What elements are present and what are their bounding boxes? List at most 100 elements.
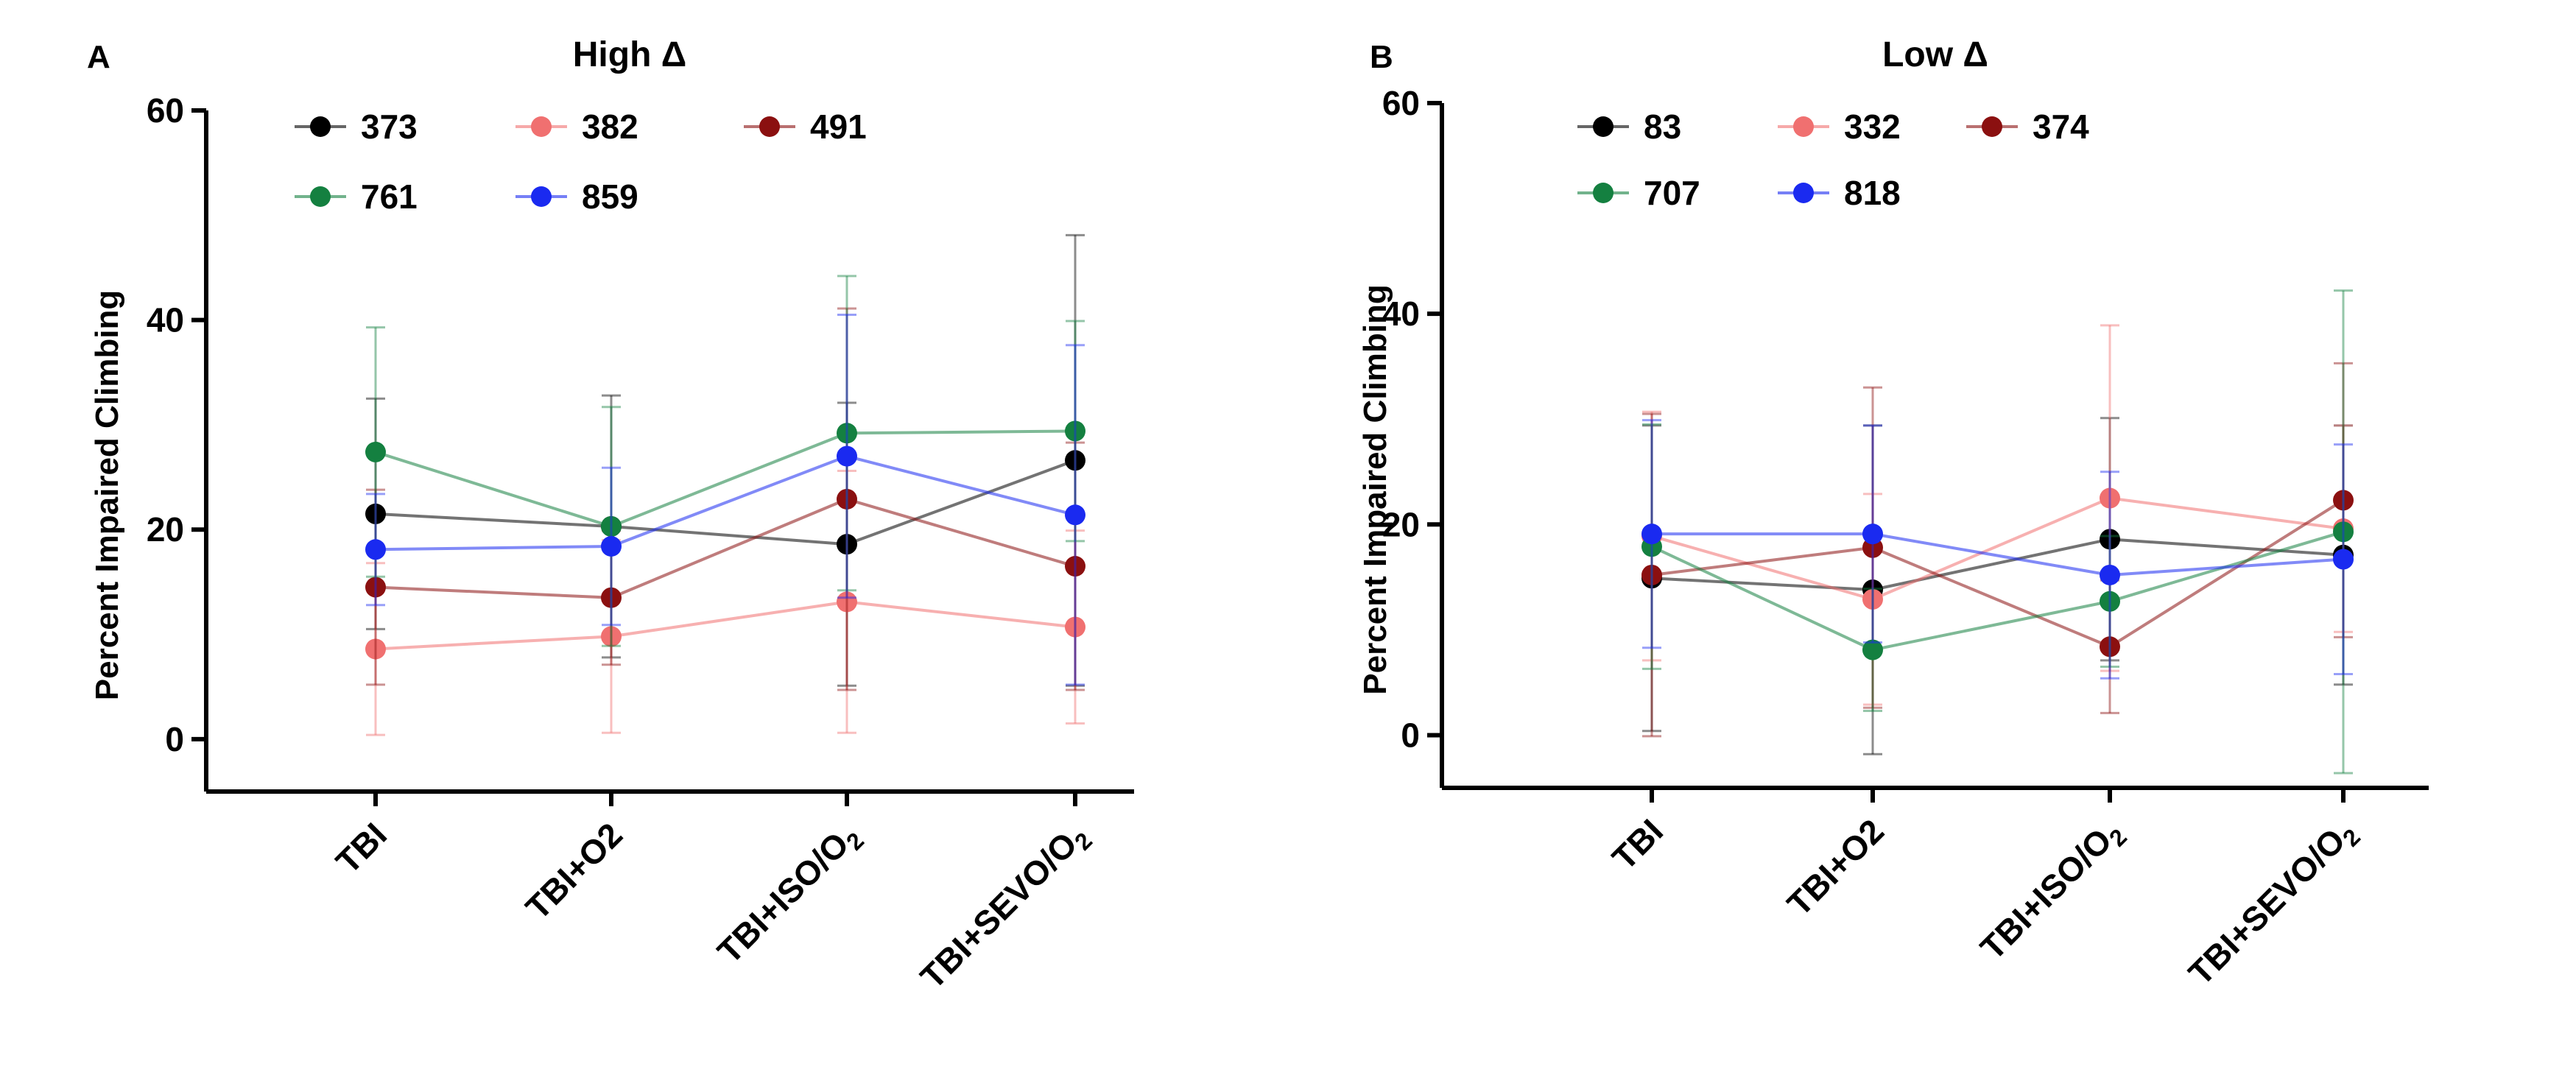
legend: 373 382 491 761 859 [295, 108, 867, 216]
legend-label: 374 [2033, 108, 2089, 146]
legend-item-761[interactable]: 761 [295, 177, 418, 216]
series-line [375, 497, 1076, 599]
legend-item-491[interactable]: 491 [744, 108, 867, 146]
x-tick-label: TBI+ISO/O2 [1973, 811, 2132, 970]
series-374 [1641, 362, 2354, 738]
data-point [1862, 639, 1883, 660]
legend-marker [759, 116, 780, 137]
legend-item-332[interactable]: 332 [1778, 108, 1901, 146]
legend-label: 491 [810, 108, 867, 146]
legend-marker [310, 186, 331, 207]
data-point [1065, 616, 1085, 638]
legend-item-373[interactable]: 373 [295, 108, 418, 146]
x-tick-label: TBI+SEVO/O2 [913, 815, 1097, 999]
chart-title: Low Δ [1882, 35, 1988, 74]
data-point [365, 539, 386, 560]
data-point [1065, 450, 1085, 471]
x-tick-label: TBI+ISO/O2 [710, 815, 869, 974]
legend-item-859[interactable]: 859 [515, 177, 638, 216]
data-point [365, 503, 386, 524]
data-point [2100, 529, 2120, 550]
y-tick-label: 40 [1382, 295, 1420, 333]
data-point [2333, 521, 2354, 543]
legend-marker [1982, 116, 2002, 137]
legend-label: 373 [361, 108, 418, 146]
series-382 [365, 470, 1085, 736]
series-491 [365, 307, 1085, 691]
series-line [1651, 496, 2344, 602]
x-tick-label: TBI [1605, 811, 1670, 877]
legend-marker [1593, 116, 1613, 137]
data-point [2333, 490, 2354, 511]
data-point [365, 638, 386, 660]
y-tick-label: 60 [1382, 84, 1420, 122]
data-point [2333, 549, 2354, 570]
series-line [375, 600, 1076, 651]
legend-item-83[interactable]: 83 [1577, 108, 1681, 146]
panel-letter: B [1370, 39, 1393, 75]
data-point [2100, 487, 2120, 509]
series-line [375, 459, 1076, 546]
data-point [837, 534, 857, 555]
data-point [1641, 564, 1662, 585]
data-point [1641, 524, 1662, 545]
legend-item-707[interactable]: 707 [1577, 174, 1700, 212]
panel-letter: A [87, 39, 110, 75]
legend-label: 859 [582, 177, 638, 216]
series-818 [1641, 419, 2354, 680]
series-line [1651, 538, 2344, 592]
legend-item-374[interactable]: 374 [1966, 108, 2089, 146]
x-tick-label: TBI+O2 [1780, 811, 1892, 923]
legend-marker [1593, 183, 1613, 203]
data-point [601, 626, 622, 647]
data-point [2100, 591, 2120, 612]
legend-item-382[interactable]: 382 [515, 108, 638, 146]
y-tick-label: 0 [1401, 716, 1420, 754]
series-332 [1641, 324, 2354, 706]
y-tick-label: 0 [165, 720, 184, 758]
legend-marker [531, 186, 552, 207]
series-line [375, 454, 1076, 551]
legend: 83 332 374 707 818 [1577, 108, 2089, 212]
data-point [837, 488, 857, 510]
panel-b: B Low Δ 0 20 40 60 Percent Impaired Climbing TB… [1357, 35, 2429, 993]
data-point [365, 441, 386, 462]
chart-title: High Δ [573, 35, 686, 74]
legend-label: 332 [1844, 108, 1901, 146]
y-axis-label: Percent Impaired Climbing [89, 290, 125, 700]
y-tick-label: 20 [1382, 505, 1420, 543]
legend-marker [1793, 183, 1814, 203]
data-point [601, 515, 622, 537]
data-point [1862, 588, 1883, 610]
series-83 [1641, 417, 2354, 755]
data-point [601, 536, 622, 557]
legend-label: 83 [1644, 108, 1681, 146]
data-point [837, 445, 857, 467]
series-line [1651, 530, 2344, 652]
data-point [1065, 420, 1085, 442]
data-point [1065, 504, 1085, 526]
legend-item-818[interactable]: 818 [1778, 174, 1901, 212]
series-line [375, 429, 1076, 529]
series-line [1651, 498, 2345, 649]
legend-label: 818 [1844, 174, 1901, 212]
legend-marker [531, 116, 552, 137]
y-tick-label: 20 [147, 510, 184, 549]
data-point [837, 591, 857, 613]
data-point [601, 587, 622, 608]
legend-marker [1793, 116, 1814, 137]
data-point [1065, 556, 1085, 577]
legend-marker [310, 116, 331, 137]
x-tick-label: TBI [328, 815, 394, 881]
y-axis-label: Percent Impaired Climbing [1357, 284, 1393, 694]
data-point [2100, 636, 2120, 658]
series-707 [1641, 289, 2354, 775]
series-line [1652, 532, 2344, 577]
series-859 [365, 314, 1085, 686]
legend-label: 707 [1644, 174, 1700, 212]
y-tick-label: 60 [147, 91, 184, 130]
data-point [365, 577, 386, 598]
series-373 [365, 233, 1085, 687]
x-tick-label: TBI+O2 [518, 815, 630, 927]
